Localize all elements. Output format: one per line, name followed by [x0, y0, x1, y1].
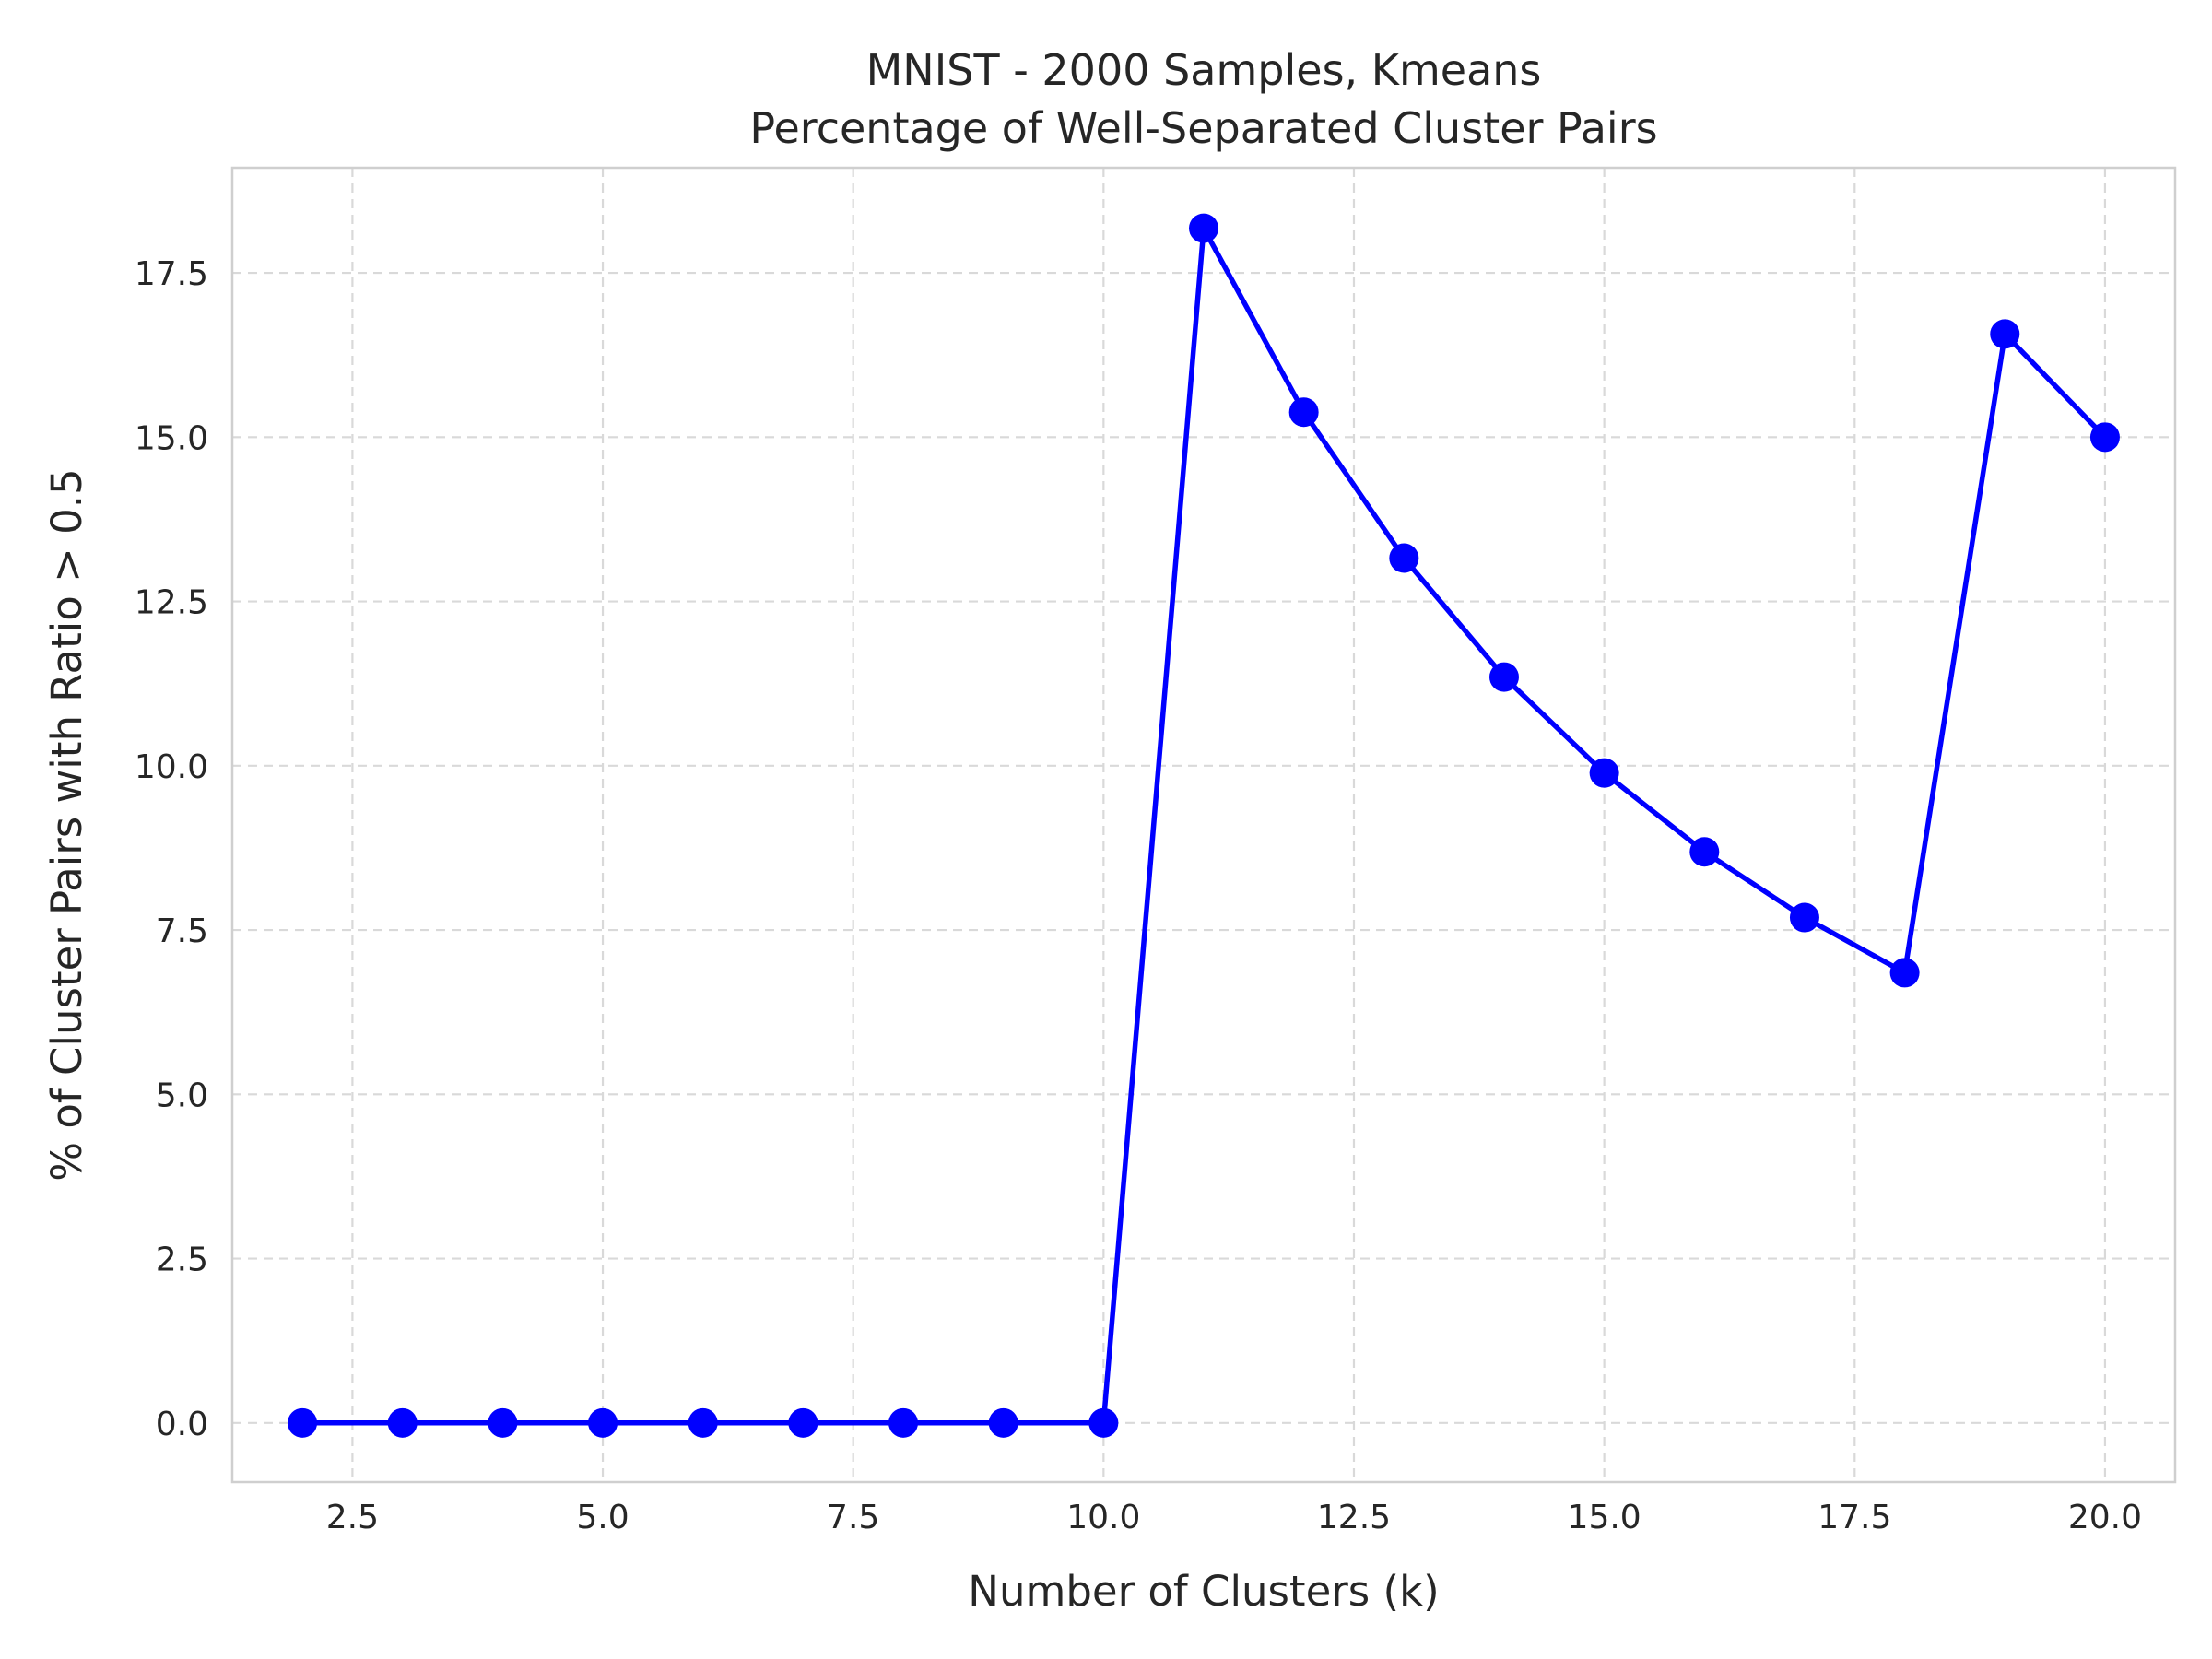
- y-tick-label: 10.0: [135, 748, 208, 786]
- series-layer: [288, 213, 2120, 1438]
- x-tick-label: 20.0: [2068, 1499, 2142, 1536]
- data-point-marker: [387, 1407, 418, 1438]
- data-point-marker: [488, 1407, 518, 1438]
- y-tick-label: 15.0: [135, 419, 208, 457]
- y-tick-label: 7.5: [156, 912, 208, 950]
- data-point-marker: [1589, 758, 1619, 788]
- chart-subtitle: Percentage of Well-Separated Cluster Pai…: [749, 103, 1657, 153]
- x-tick-label: 10.0: [1066, 1499, 1140, 1536]
- series-line: [300, 225, 2108, 1426]
- x-tick-label: 17.5: [1818, 1499, 1891, 1536]
- data-point-marker: [1488, 662, 1519, 692]
- data-point-marker: [688, 1407, 718, 1438]
- data-point-marker: [988, 1407, 1018, 1438]
- y-axis-label: % of Cluster Pairs with Ratio > 0.5: [42, 468, 91, 1181]
- x-axis-label: Number of Clusters (k): [968, 1567, 1439, 1616]
- data-point-marker: [1789, 902, 1819, 933]
- chart-title: MNIST - 2000 Samples, Kmeans: [866, 45, 1542, 95]
- data-point-marker: [1389, 543, 1419, 573]
- data-point-marker: [1990, 319, 2020, 349]
- data-point-marker: [2089, 422, 2120, 453]
- data-point-marker: [1189, 213, 1218, 243]
- data-point-marker: [588, 1407, 618, 1438]
- x-tick-label: 2.5: [326, 1499, 379, 1536]
- data-point-marker: [1288, 397, 1319, 428]
- data-point-marker: [288, 1407, 318, 1438]
- y-tick-label: 0.0: [156, 1406, 208, 1443]
- x-tick-label: 5.0: [576, 1499, 629, 1536]
- plot-frame: [230, 166, 2177, 1484]
- y-tick-label: 17.5: [135, 255, 208, 293]
- data-point-marker: [1689, 837, 1720, 867]
- data-point-marker: [1889, 958, 1920, 988]
- x-tick-label: 12.5: [1317, 1499, 1391, 1536]
- y-tick-label: 2.5: [156, 1241, 208, 1279]
- grid-lines: [232, 168, 2175, 1482]
- data-point-marker: [788, 1407, 818, 1438]
- data-point-marker: [1088, 1407, 1119, 1438]
- data-point-marker: [888, 1407, 919, 1438]
- y-tick-label: 12.5: [135, 584, 208, 622]
- x-tick-label: 15.0: [1568, 1499, 1641, 1536]
- y-tick-label: 5.0: [156, 1077, 208, 1114]
- tick-labels: 2.5 5.0 7.5 10.0 12.5 15.0 17.5 20.0 0.0 2.5 5.0 7.…: [135, 255, 2142, 1536]
- x-tick-label: 7.5: [827, 1499, 879, 1536]
